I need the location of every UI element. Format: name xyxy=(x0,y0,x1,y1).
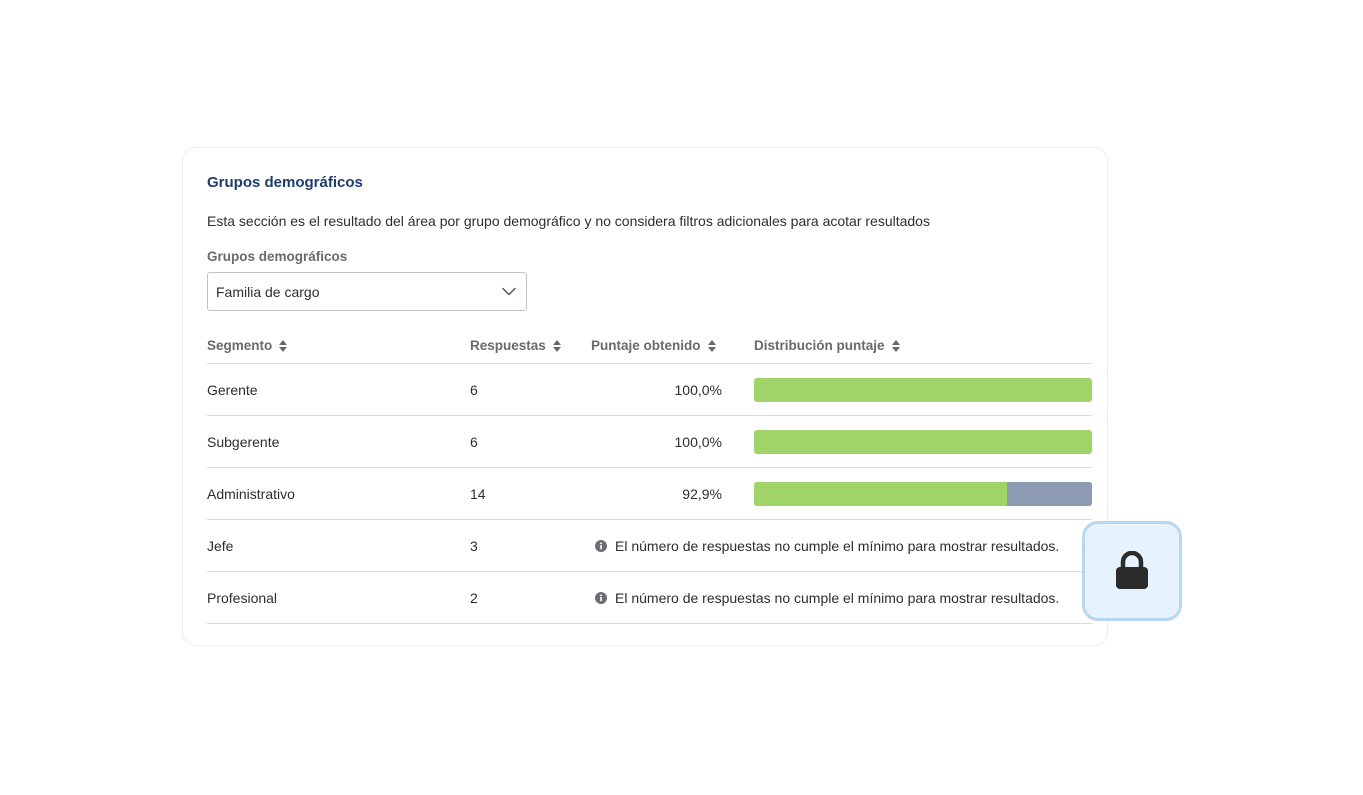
table-row: Administrativo 14 92,9% xyxy=(207,468,1092,520)
score-cell: 92,9% xyxy=(682,485,722,502)
insufficient-responses-message: El número de respuestas no cumple el mín… xyxy=(595,520,1059,571)
sort-icon xyxy=(552,339,561,352)
column-header-responses-label: Respuestas xyxy=(470,338,546,353)
column-header-distribution-label: Distribución puntaje xyxy=(754,338,885,353)
insufficient-responses-message: El número de respuestas no cumple el mín… xyxy=(595,572,1059,623)
distribution-cell xyxy=(754,416,1092,467)
chevron-down-icon xyxy=(500,283,518,301)
lock-button[interactable] xyxy=(1082,521,1182,621)
insufficient-responses-text: El número de respuestas no cumple el mín… xyxy=(615,589,1060,606)
responses-cell: 14 xyxy=(470,485,486,502)
table-header: Segmento Respuestas Puntaje obtenido Dis… xyxy=(207,330,1092,364)
table-row: Subgerente 6 100,0% xyxy=(207,416,1092,468)
score-distribution-bar xyxy=(754,429,1092,454)
insufficient-responses-text: El número de respuestas no cumple el mín… xyxy=(615,537,1060,554)
score-distribution-bar xyxy=(754,377,1092,402)
info-icon xyxy=(595,539,607,552)
section-description: Esta sección es el resultado del área po… xyxy=(207,213,930,229)
bar-positive-segment xyxy=(754,429,1092,454)
table-row: Gerente 6 100,0% xyxy=(207,364,1092,416)
score-cell: 100,0% xyxy=(674,381,722,398)
table-row: Jefe 3 El número de respuestas no cumple… xyxy=(207,520,1092,572)
column-header-score-label: Puntaje obtenido xyxy=(591,338,701,353)
responses-cell: 6 xyxy=(470,381,478,398)
score-distribution-bar xyxy=(754,481,1092,506)
column-header-segment[interactable]: Segmento xyxy=(207,338,288,353)
bar-positive-segment xyxy=(754,481,1008,506)
info-icon xyxy=(595,591,607,604)
segment-cell: Profesional xyxy=(207,589,278,606)
responses-cell: 3 xyxy=(470,537,478,554)
lock-icon xyxy=(1116,551,1148,589)
column-header-score[interactable]: Puntaje obtenido xyxy=(591,338,716,353)
table-row: Profesional 2 El número de respuestas no… xyxy=(207,572,1092,624)
demographic-select-value: Familia de cargo xyxy=(216,283,320,300)
sort-icon xyxy=(279,339,288,352)
segment-cell: Jefe xyxy=(207,537,234,554)
sort-icon xyxy=(891,339,900,352)
demographic-select-label: Grupos demográficos xyxy=(207,249,348,264)
bar-positive-segment xyxy=(754,377,1092,402)
distribution-cell xyxy=(754,364,1092,415)
score-cell: 100,0% xyxy=(674,433,722,450)
column-header-segment-label: Segmento xyxy=(207,338,273,353)
responses-cell: 6 xyxy=(470,433,478,450)
distribution-cell xyxy=(754,468,1092,519)
demographic-groups-card: Grupos demográficos Esta sección es el r… xyxy=(182,147,1108,646)
sort-icon xyxy=(707,339,716,352)
results-table: Segmento Respuestas Puntaje obtenido Dis… xyxy=(207,330,1092,624)
segment-cell: Gerente xyxy=(207,381,258,398)
column-header-distribution[interactable]: Distribución puntaje xyxy=(754,338,900,353)
segment-cell: Administrativo xyxy=(207,485,295,502)
section-title: Grupos demográficos xyxy=(207,174,363,191)
bar-remainder-segment xyxy=(1007,481,1092,506)
responses-cell: 2 xyxy=(470,589,478,606)
column-header-responses[interactable]: Respuestas xyxy=(470,338,561,353)
segment-cell: Subgerente xyxy=(207,433,280,450)
demographic-group-select[interactable]: Familia de cargo xyxy=(207,272,527,311)
